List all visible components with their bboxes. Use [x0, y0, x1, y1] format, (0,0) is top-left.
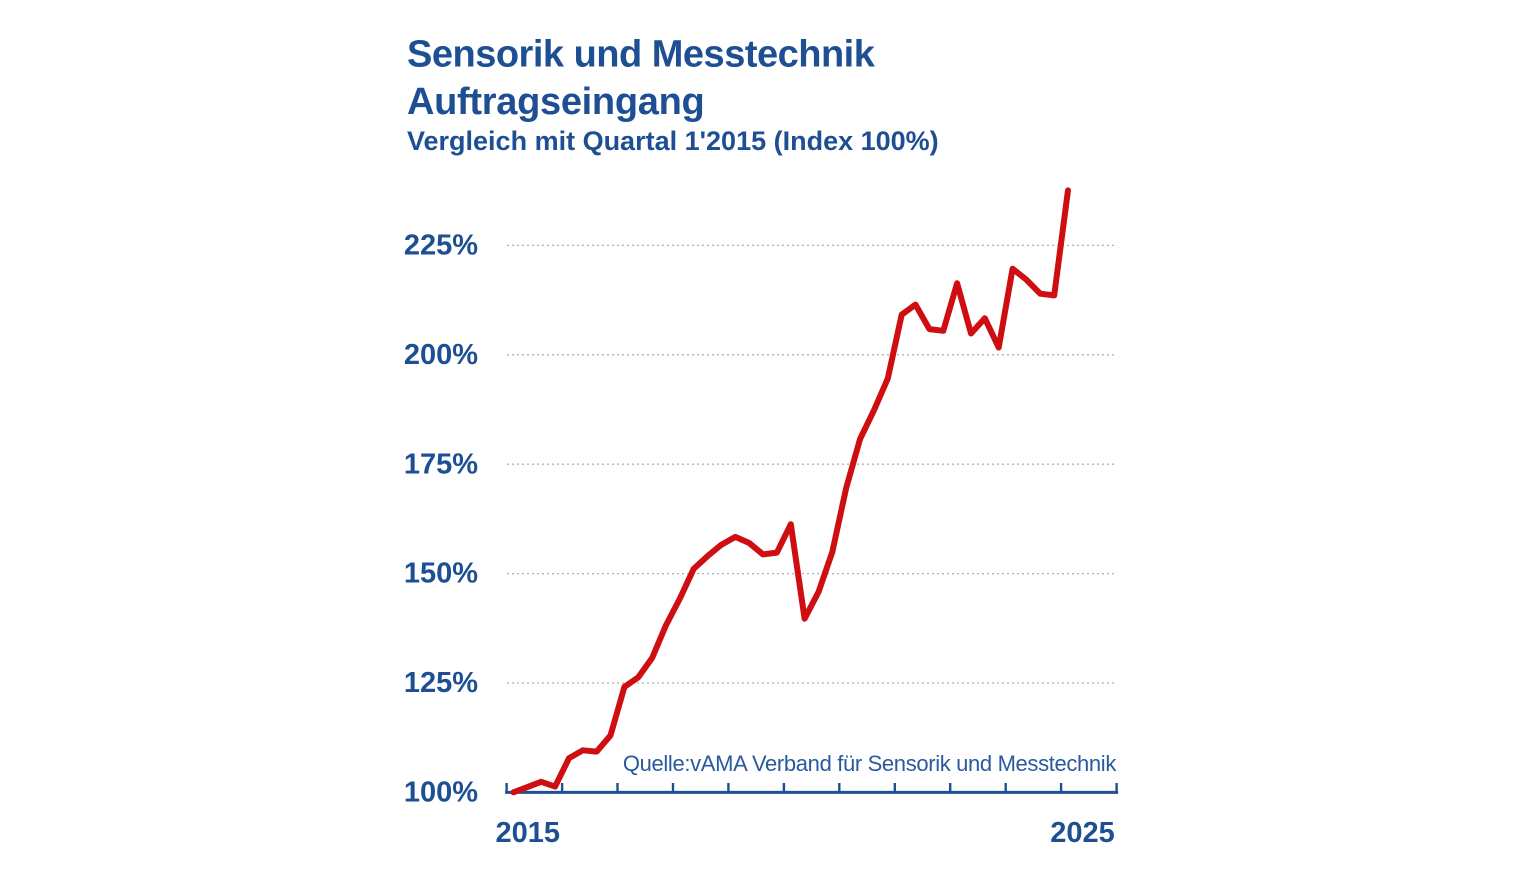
svg-text:Vergleich mit Quartal 1'2015 (: Vergleich mit Quartal 1'2015 (Index 100%…: [407, 126, 939, 156]
svg-text:2015: 2015: [496, 817, 561, 849]
svg-text:2025: 2025: [1050, 817, 1115, 849]
svg-text:Sensorik und Messtechnik: Sensorik und Messtechnik: [407, 34, 876, 76]
svg-text:200%: 200%: [404, 339, 478, 371]
svg-text:Quelle:vAMA Verband für Sensor: Quelle:vAMA Verband für Sensorik und Mes…: [623, 751, 1117, 776]
svg-text:150%: 150%: [404, 558, 478, 590]
svg-text:Auftragseingang: Auftragseingang: [407, 81, 704, 123]
svg-text:125%: 125%: [404, 667, 478, 699]
svg-text:100%: 100%: [404, 776, 478, 808]
svg-text:175%: 175%: [404, 448, 478, 480]
svg-text:225%: 225%: [404, 230, 478, 262]
